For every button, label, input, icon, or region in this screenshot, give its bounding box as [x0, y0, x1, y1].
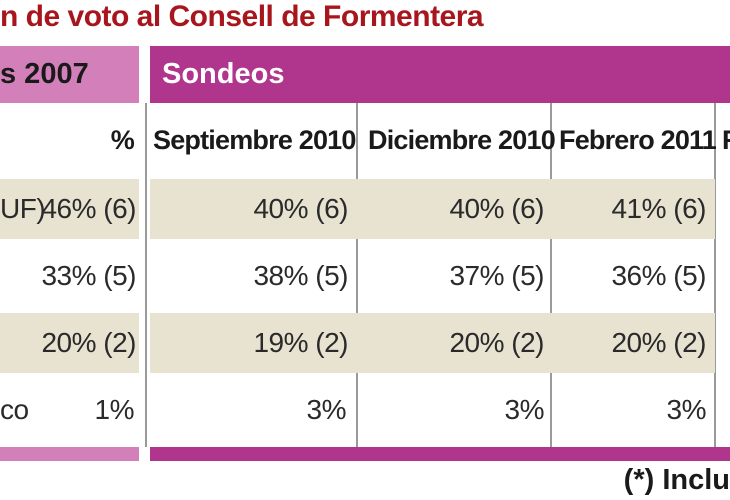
column-divider	[714, 103, 716, 447]
cell-feb-2011: 41% (6)	[611, 193, 706, 224]
cell-sep-2010: 19% (2)	[253, 327, 348, 358]
column-header-dic-2010: Diciembre 2010	[368, 125, 556, 155]
cell-dic-2010: 3%	[504, 394, 545, 425]
party-label	[0, 313, 40, 373]
party-label	[0, 246, 40, 306]
column-divider	[550, 103, 552, 447]
cell-sep-2010: 38% (5)	[253, 260, 348, 291]
cell-sep-2010: 3%	[306, 394, 347, 425]
cell-dic-2010: 40% (6)	[449, 193, 544, 224]
cell-2007: 20% (2)	[41, 327, 136, 358]
cell-sep-2010: 40% (6)	[253, 193, 348, 224]
party-label: co	[0, 394, 29, 425]
header-elections-2007: s 2007	[0, 46, 139, 103]
column-header-percent: %	[110, 125, 135, 155]
cell-2007: 46% (6)	[41, 193, 136, 224]
cell-2007: 1%	[94, 394, 135, 425]
cell-dic-2010: 20% (2)	[449, 327, 544, 358]
cell-feb-2011: 3%	[666, 394, 707, 425]
column-header-sep-2010: Septiembre 2010	[153, 125, 356, 155]
footer-band-right	[150, 447, 730, 461]
row-band	[0, 313, 139, 373]
footer-band-left	[0, 447, 139, 461]
column-header-feb-2011: Febrero 2011	[559, 125, 717, 155]
chart-title: n de voto al Consell de Formentera	[0, 0, 484, 33]
cell-dic-2010: 37% (5)	[449, 260, 544, 291]
party-label: UF)	[0, 193, 46, 224]
row-band	[150, 179, 715, 239]
column-divider	[356, 103, 358, 447]
cell-feb-2011: 20% (2)	[611, 327, 706, 358]
row-band	[0, 179, 139, 239]
cell-2007: 33% (5)	[41, 260, 136, 291]
header-sondeos: Sondeos	[150, 46, 730, 103]
cell-feb-2011: 36% (5)	[611, 260, 706, 291]
footnote: (*) Inclu	[623, 464, 730, 496]
row-band	[150, 313, 715, 373]
column-divider	[145, 103, 147, 447]
column-header-next: F	[722, 115, 730, 165]
